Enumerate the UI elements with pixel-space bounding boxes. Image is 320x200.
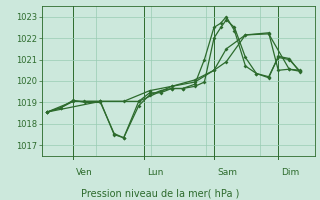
Text: Lun: Lun	[148, 168, 164, 177]
Text: Pression niveau de la mer( hPa ): Pression niveau de la mer( hPa )	[81, 188, 239, 198]
Text: Sam: Sam	[217, 168, 237, 177]
Text: Dim: Dim	[282, 168, 300, 177]
Text: Ven: Ven	[76, 168, 93, 177]
